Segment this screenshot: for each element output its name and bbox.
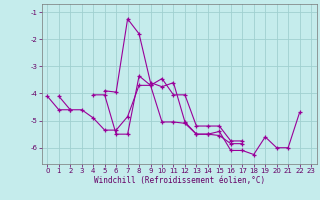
X-axis label: Windchill (Refroidissement éolien,°C): Windchill (Refroidissement éolien,°C) — [94, 176, 265, 185]
